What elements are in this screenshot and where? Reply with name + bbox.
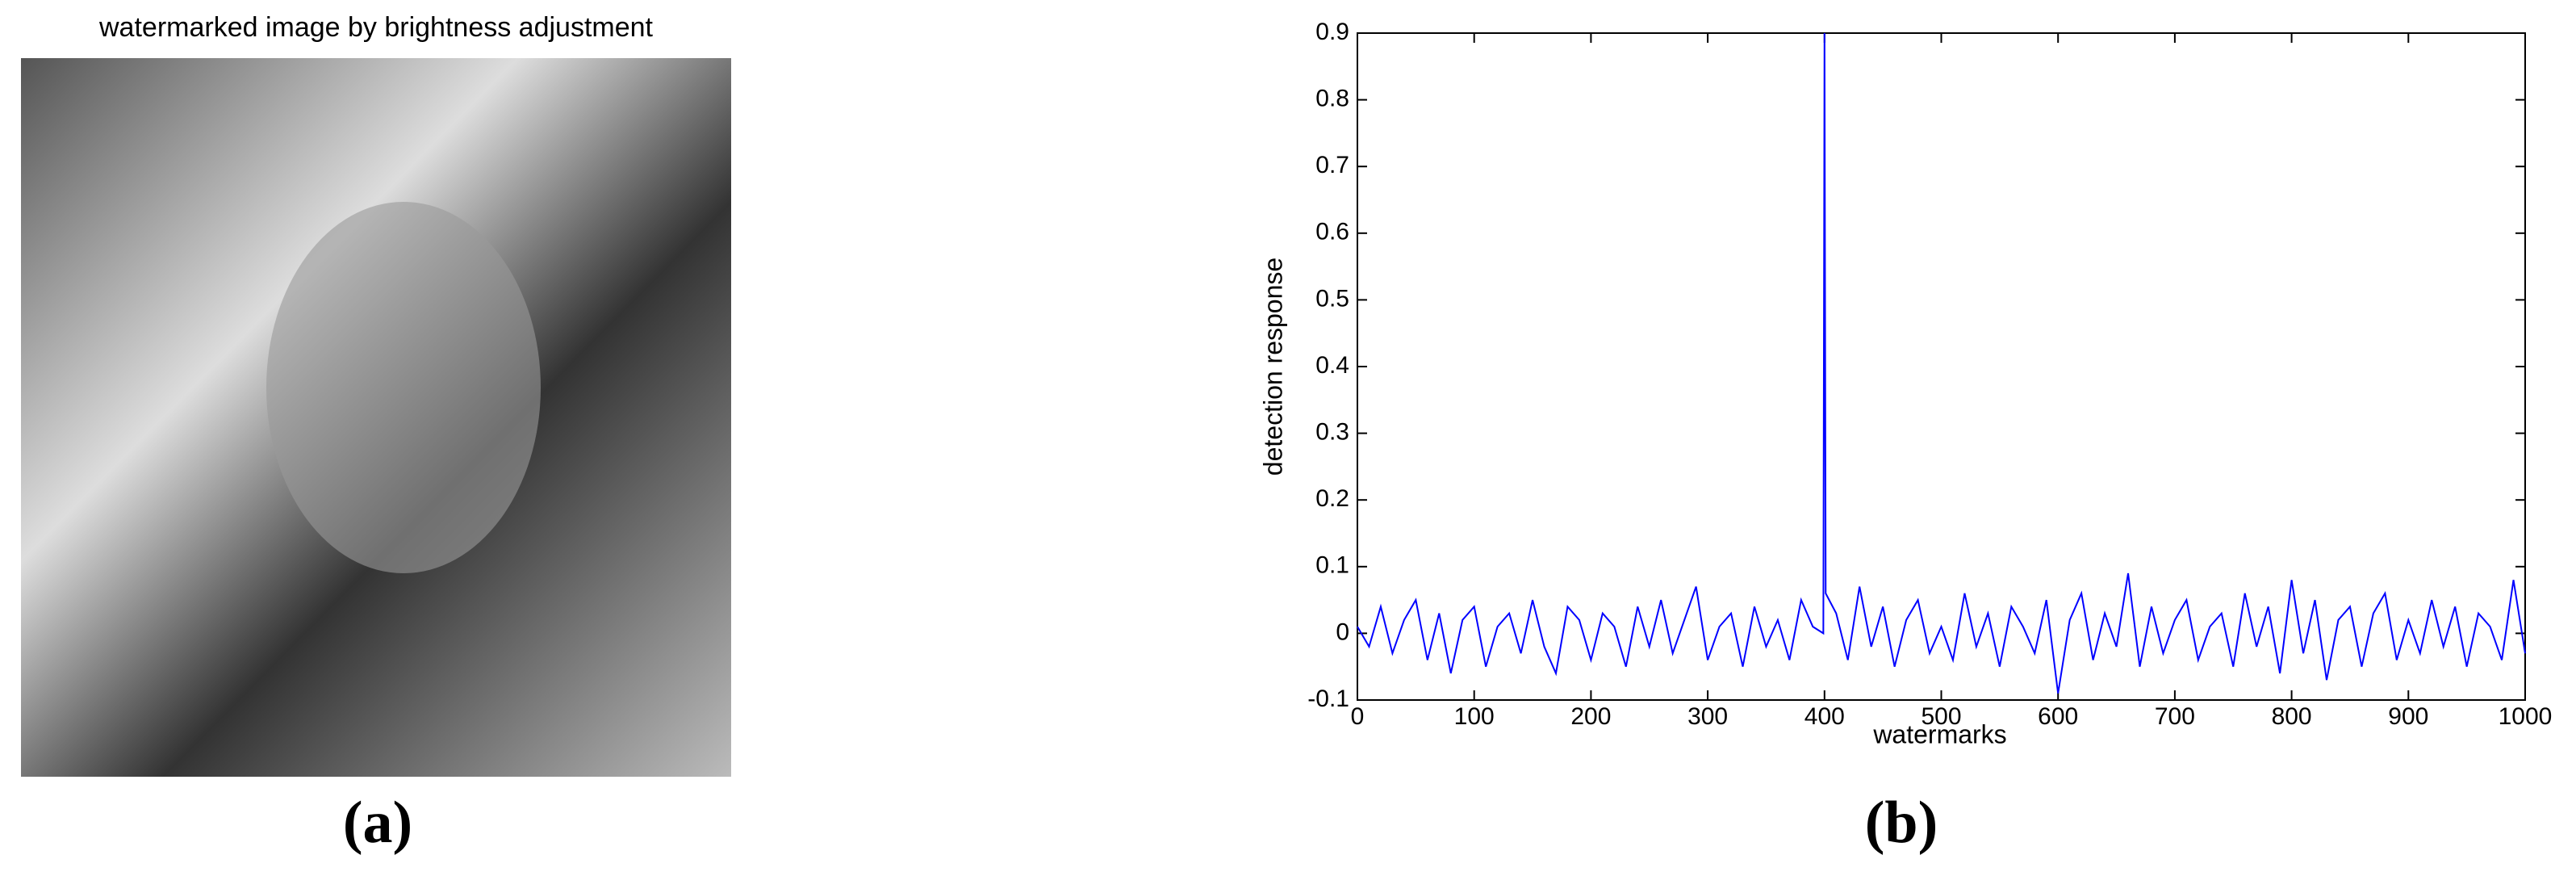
x-tick-label: 600 (2038, 703, 2078, 730)
x-tick-label: 800 (2272, 703, 2312, 730)
x-tick-label: 300 (1687, 703, 1728, 730)
x-tick-label: 200 (1570, 703, 1611, 730)
x-tick-label: 500 (1921, 703, 1961, 730)
x-tick-label: 900 (2388, 703, 2428, 730)
x-tick-label: 0 (1351, 703, 1365, 730)
y-tick-label: 0.4 (1315, 352, 1349, 379)
y-tick-label: 0.1 (1315, 552, 1349, 579)
y-tick-label: 0.8 (1315, 86, 1349, 112)
panel-label: (b) (1865, 790, 1938, 856)
y-tick-label: 0.2 (1315, 485, 1349, 512)
y-tick-label: 0.9 (1315, 19, 1349, 45)
y-tick-label: 0 (1336, 618, 1349, 645)
data-line (1357, 32, 2526, 694)
x-tick-label: 1000 (2499, 703, 2553, 730)
image-title: watermarked image by brightness adjustme… (98, 12, 654, 43)
x-axis-label: watermarks (1872, 719, 2006, 748)
y-tick-label: 0.3 (1315, 419, 1349, 446)
y-tick-label: 0.6 (1315, 219, 1349, 245)
image-detail (266, 202, 541, 573)
y-tick-label: 0.5 (1315, 285, 1349, 312)
x-tick-label: 700 (2155, 703, 2195, 730)
panel-label: (a) (343, 790, 412, 856)
x-tick-label: 400 (1804, 703, 1845, 730)
y-tick-label: -0.1 (1307, 685, 1349, 712)
x-tick-label: 100 (1454, 703, 1495, 730)
y-tick-label: 0.7 (1315, 152, 1349, 178)
y-axis-label: detection response (1258, 258, 1287, 476)
